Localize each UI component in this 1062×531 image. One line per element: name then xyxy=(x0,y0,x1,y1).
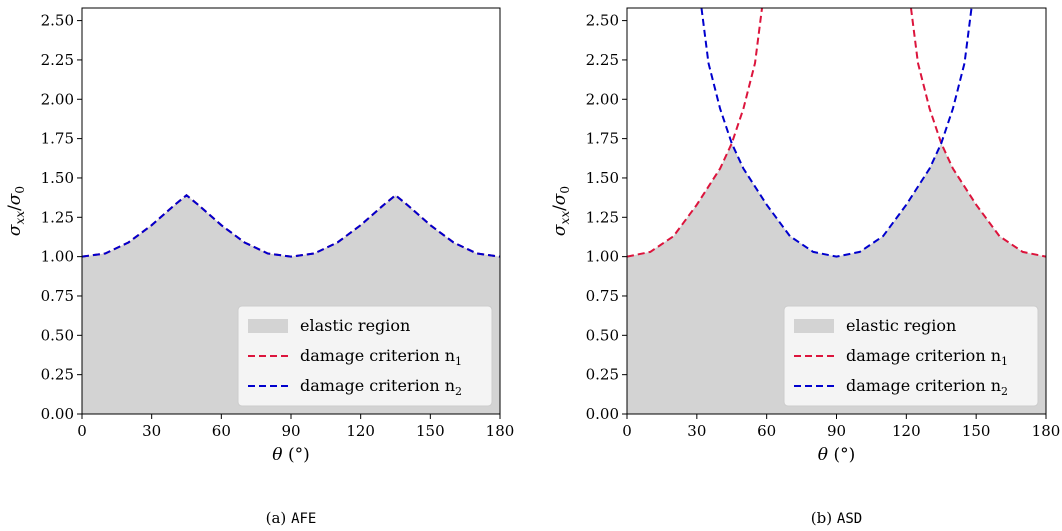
y-axis-den-sub: 0 xyxy=(558,186,572,194)
x-axis-label: θ (°) xyxy=(272,445,309,465)
legend-label: damage criterion n2 xyxy=(300,376,462,398)
x-tick-label: 30 xyxy=(687,422,706,440)
legend-label: damage criterion n2 xyxy=(846,376,1008,398)
x-tick-label: 90 xyxy=(281,422,300,440)
y-tick-label: 2.50 xyxy=(41,12,74,30)
x-tick-label: 60 xyxy=(212,422,231,440)
caption-code: AFE xyxy=(291,511,316,527)
x-tick-label: 0 xyxy=(622,422,632,440)
y-axis-slash: / xyxy=(550,205,570,211)
y-axis-num: σ xyxy=(5,224,25,236)
y-tick-label: 1.25 xyxy=(586,208,619,226)
x-tick-label: 30 xyxy=(142,422,161,440)
y-tick-label: 1.00 xyxy=(586,248,619,266)
legend-label-text: damage criterion n xyxy=(300,376,455,395)
panel-caption: (a) AFE xyxy=(266,509,317,527)
y-axis-label: σxx/σ0 xyxy=(5,186,27,236)
legend-label: damage criterion n1 xyxy=(846,346,1008,368)
caption-prefix: (a) xyxy=(266,509,287,527)
y-axis-slash: / xyxy=(5,205,25,211)
chart-panel-a: 0.00 0.25 0.50 0.75 1.00 1.25 1.50 1.75 2.00 2.25… xyxy=(5,7,515,527)
y-tick-label: 2.50 xyxy=(586,12,619,30)
x-tick-label: 150 xyxy=(416,422,445,440)
y-axis-num-sub: xx xyxy=(13,211,27,225)
legend-label: damage criterion n1 xyxy=(300,346,462,368)
legend-label-sub: 2 xyxy=(1001,385,1008,398)
x-axis-unit: (°) xyxy=(288,445,310,465)
y-axis-num: σ xyxy=(550,224,570,236)
y-tick-label: 1.00 xyxy=(41,248,74,266)
y-tick-label: 2.00 xyxy=(586,90,619,108)
legend-label: elastic region xyxy=(300,316,410,335)
y-axis-den: σ xyxy=(550,193,570,205)
y-tick-label: 2.25 xyxy=(586,51,619,69)
series-line-n2 xyxy=(82,193,500,258)
legend-label-sub: 1 xyxy=(455,355,462,368)
y-tick-label: 0.50 xyxy=(586,326,619,344)
legend-box xyxy=(783,305,1039,407)
x-tick-label: 180 xyxy=(486,422,515,440)
y-tick-label: 0.75 xyxy=(586,287,619,305)
caption-prefix: (b) xyxy=(811,509,832,527)
y-tick-label: 0.25 xyxy=(41,366,74,384)
x-tick-label: 90 xyxy=(827,422,846,440)
y-tick-label: 2.25 xyxy=(41,51,74,69)
y-tick-label: 0.00 xyxy=(586,405,619,423)
y-tick-label: 1.25 xyxy=(41,208,74,226)
legend-label-sub: 2 xyxy=(455,385,462,398)
legend-label-text: damage criterion n xyxy=(300,346,455,365)
y-axis-den: σ xyxy=(5,193,25,205)
y-axis-num-sub: xx xyxy=(558,211,572,225)
legend-label-text: damage criterion n xyxy=(846,346,1001,365)
y-tick-label: 1.50 xyxy=(41,169,74,187)
y-tick-label: 2.00 xyxy=(41,90,74,108)
legend-label-text: elastic region xyxy=(846,316,956,335)
x-tick-label: 0 xyxy=(77,422,87,440)
y-tick-label: 0.75 xyxy=(41,287,74,305)
y-tick-label: 1.75 xyxy=(586,130,619,148)
panel-caption: (b) ASD xyxy=(811,509,862,527)
legend-label: elastic region xyxy=(846,316,956,335)
x-axis-label: θ (°) xyxy=(818,445,855,465)
legend-label-text: elastic region xyxy=(300,316,410,335)
x-axis-symbol: θ xyxy=(272,445,282,465)
series-line-n1 xyxy=(909,8,1046,258)
x-axis-symbol: θ xyxy=(818,445,828,465)
x-tick-label: 60 xyxy=(757,422,776,440)
x-axis-unit: (°) xyxy=(833,445,855,465)
legend-label-text: damage criterion n xyxy=(846,376,1001,395)
y-tick-label: 1.50 xyxy=(586,169,619,187)
legend-label-sub: 1 xyxy=(1001,355,1008,368)
y-axis-label: σxx/σ0 xyxy=(550,186,572,236)
series-line-n1 xyxy=(627,8,764,258)
legend-box xyxy=(237,305,493,407)
y-tick-label: 0.25 xyxy=(586,366,619,384)
x-tick-label: 180 xyxy=(1032,422,1061,440)
y-axis-den-sub: 0 xyxy=(13,186,27,194)
x-tick-label: 120 xyxy=(346,422,375,440)
y-tick-label: 1.75 xyxy=(41,130,74,148)
caption-code: ASD xyxy=(837,511,862,527)
y-tick-label: 0.50 xyxy=(41,326,74,344)
legend-swatch-elastic xyxy=(794,319,834,333)
chart-panel-b: 0.00 0.25 0.50 0.75 1.00 1.25 1.50 1.75 2.00 2.25… xyxy=(550,7,1061,527)
series-line-n2 xyxy=(700,8,973,258)
x-tick-label: 150 xyxy=(962,422,991,440)
legend-swatch-elastic xyxy=(248,319,288,333)
y-tick-label: 0.00 xyxy=(41,405,74,423)
x-tick-label: 120 xyxy=(892,422,921,440)
